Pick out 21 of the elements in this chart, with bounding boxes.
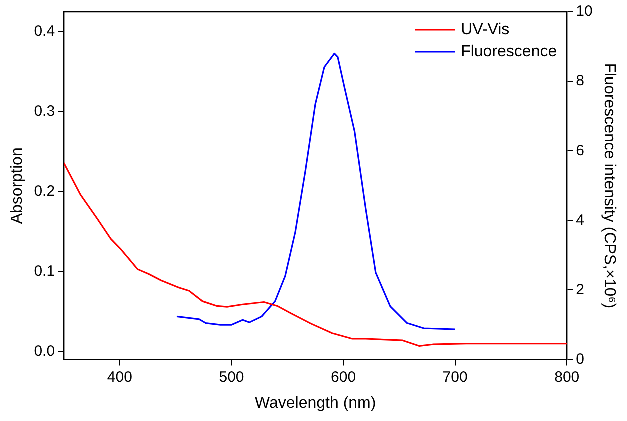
x-tick-label: 700 [442,368,468,386]
y-tick-label: 0.0 [34,342,56,360]
y2-axis-title: Fluorescence intensity (CPS,×10⁶) [600,63,618,309]
legend-label: Fluorescence [461,43,558,60]
x-tick-label: 600 [331,368,356,386]
x-tick-label: 800 [554,368,580,386]
x-tick-label: 500 [219,368,244,386]
y2-tick-label: 6 [576,142,584,160]
y2-tick-label: 4 [576,212,584,229]
y-tick-label: 0.1 [34,262,56,280]
y-tick-label: 0.4 [34,23,56,40]
y2-tick-label: 0 [576,350,584,368]
x-tick-label: 400 [107,368,132,386]
y2-tick-label: 2 [576,281,584,298]
y-axis-title: Absorption [9,148,26,224]
legend-label: UV-Vis [461,21,510,38]
y2-tick-label: 8 [576,72,584,90]
y-tick-label: 0.2 [34,183,56,200]
y2-tick-label: 10 [576,3,593,20]
y-tick-label: 0.3 [34,103,56,120]
x-axis-title: Wavelength (nm) [254,394,376,412]
